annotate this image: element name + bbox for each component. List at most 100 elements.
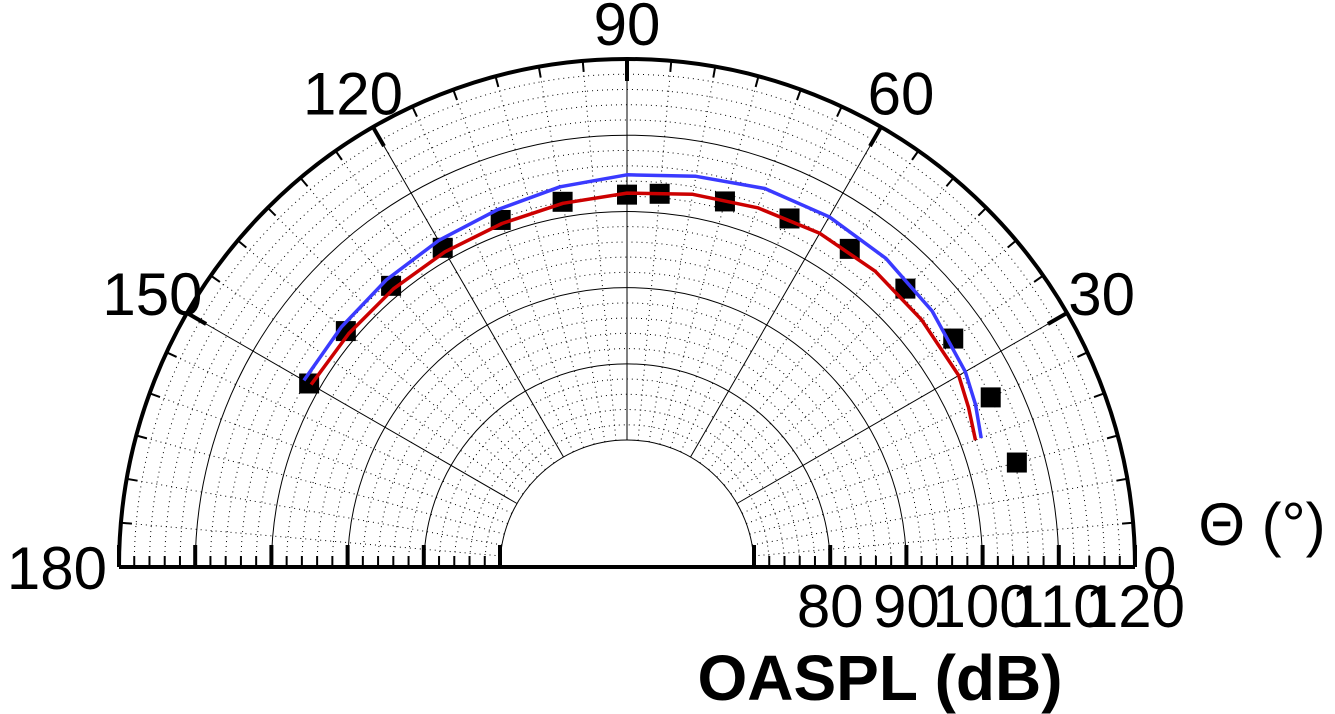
chart-frame [117,57,1137,569]
minor-spoke [166,351,513,514]
angular-major-tick [1046,311,1068,326]
minor-spoke [637,60,672,441]
minor-spoke [699,150,919,464]
angular-minor-tick [1033,274,1044,283]
minor-spoke [730,275,1044,495]
minor-spoke [680,106,843,453]
radial-tick-label: 110 [1011,573,1107,640]
angular-minor-tick [299,177,309,187]
angular-axis-title: Θ (°) [1198,491,1325,558]
data-point-marker [1006,452,1027,473]
angular-tick-label: 150 [102,261,202,328]
angular-tick-label: 90 [594,0,661,58]
angular-minor-tick [210,274,221,283]
minor-arc [225,165,1029,568]
minor-spoke [746,392,1105,525]
minor-spoke [335,150,555,464]
radial-tick-label: 90 [873,573,940,640]
angular-minor-tick [836,106,843,117]
inner-arc [499,439,755,568]
minor-arc [164,104,1090,568]
series-line-1 [302,173,983,439]
angular-minor-tick [126,477,138,482]
angular-minor-tick [136,434,148,440]
radial-tick-label: 100 [933,573,1033,640]
grid-lines [120,59,1134,568]
angular-minor-tick [120,521,132,525]
minor-arc [316,256,938,568]
angular-minor-tick [1007,239,1017,249]
minor-arc [286,226,968,568]
angular-minor-tick [712,66,717,78]
angular-major-tick [186,311,208,326]
minor-spoke [210,275,524,495]
minor-spoke [126,478,503,546]
minor-spoke [452,89,585,448]
data-point-marker [980,387,1001,408]
minor-arc [133,73,1121,568]
minor-arc [331,271,923,568]
angular-minor-tick [1093,392,1105,398]
major-spoke [690,126,882,458]
angular-tick-label: 120 [303,60,403,127]
angular-minor-tick [669,60,673,72]
minor-arc [469,409,785,568]
minor-spoke [669,89,802,448]
minor-arc [240,180,1014,568]
radial-axis-title: OASPL (dB) [697,642,1062,714]
angular-minor-tick [237,239,247,249]
major-spoke [186,312,518,504]
minor-spoke [708,177,954,471]
angular-minor-tick [452,89,458,101]
angular-major-tick [371,126,386,148]
minor-spoke [136,435,505,535]
angular-minor-tick [1077,351,1088,358]
minor-spoke [538,66,606,443]
angular-minor-tick [977,207,987,217]
minor-spoke [751,478,1128,546]
radial-tick-label: 80 [797,573,864,640]
minor-spoke [411,106,574,453]
angular-minor-tick [1106,434,1118,440]
angular-tick-label: 180 [7,535,107,602]
angular-minor-tick [1122,521,1134,525]
angular-minor-tick [411,106,418,117]
data-point-marker [839,238,860,259]
angular-minor-tick [166,351,177,358]
minor-spoke [723,240,1017,486]
angular-tick-label: 30 [1068,261,1135,328]
angular-minor-tick [581,60,585,72]
angular-minor-tick [754,76,760,88]
minor-spoke [716,207,987,478]
angular-minor-tick [267,207,277,217]
data-series [299,173,1027,473]
angular-minor-tick [945,177,955,187]
minor-spoke [749,435,1118,535]
angular-minor-tick [537,66,542,78]
minor-spoke [120,522,501,557]
minor-spoke [495,76,595,445]
angular-tick-label: 60 [868,60,935,127]
minor-spoke [648,66,716,443]
minor-spoke [267,207,538,478]
angular-major-tick [868,126,883,148]
minor-spoke [582,60,617,441]
major-spoke [372,126,564,458]
angular-tick-label: 0 [1143,535,1176,602]
angular-minor-tick [796,89,802,101]
angular-minor-tick [149,392,161,398]
minor-spoke [753,522,1134,557]
minor-spoke [300,177,546,471]
angular-minor-tick [334,150,343,161]
minor-spoke [659,76,759,445]
minor-spoke [237,240,531,486]
minor-arc [255,195,999,568]
angular-minor-tick [1116,477,1128,482]
series-line-2 [309,191,978,441]
radial-tick-label: 120 [1085,573,1185,640]
angular-minor-tick [494,76,500,88]
data-point-marker [895,278,916,299]
minor-spoke [741,351,1088,514]
